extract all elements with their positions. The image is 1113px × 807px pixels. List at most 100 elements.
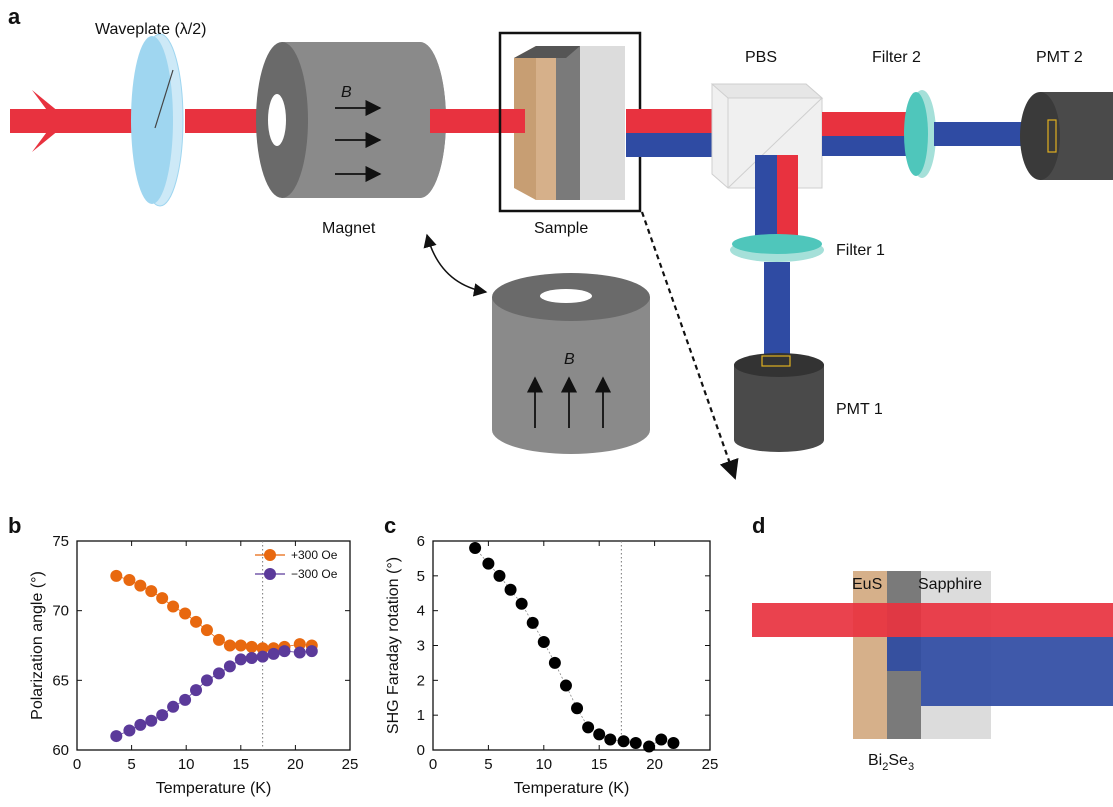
red-beam xyxy=(752,603,1113,637)
magnet-label: Magnet xyxy=(322,220,376,237)
y-tick-label: 4 xyxy=(417,603,425,620)
data-point xyxy=(134,579,147,592)
data-point xyxy=(200,624,213,637)
blue-beam-start xyxy=(887,637,921,671)
waveplate-label: Waveplate (λ/2) xyxy=(95,21,206,38)
input-beam xyxy=(10,90,155,152)
x-tick-label: 25 xyxy=(342,756,359,773)
magnet-horizontal: B Magnet xyxy=(256,42,446,237)
y-tick-label: 6 xyxy=(417,533,425,550)
eus-label: EuS xyxy=(852,576,882,593)
beam-segment xyxy=(430,109,525,133)
rotate-arrow xyxy=(423,233,488,297)
data-point xyxy=(234,653,247,666)
legend-marker xyxy=(264,568,276,580)
data-point xyxy=(493,569,506,582)
y-tick-label: 75 xyxy=(52,533,69,550)
panel-b-chart: b 0 5 10 15 20 25 60 65 70 75 Temperature (K) Polar… xyxy=(8,513,358,797)
panel-label-b: b xyxy=(8,513,21,538)
y-axis-label: SHG Faraday rotation (°) xyxy=(385,557,402,734)
magnet-vertical: B xyxy=(492,273,650,454)
data-point xyxy=(305,645,318,658)
beam-segment xyxy=(626,133,723,157)
pmt-1: PMT 1 xyxy=(734,353,883,452)
filter-1: Filter 1 xyxy=(730,234,885,262)
eus-layer xyxy=(853,571,887,739)
panel-d-layer-diagram: d EuS Sapphire Bi2Se3 xyxy=(752,513,1113,773)
x-tick-label: 20 xyxy=(287,756,304,773)
y-tick-label: 2 xyxy=(417,672,425,689)
x-tick-label: 10 xyxy=(178,756,195,773)
plot-frame xyxy=(76,540,351,751)
waveplate: Waveplate (λ/2) xyxy=(95,21,206,207)
pmt-2: PMT 2 xyxy=(1020,49,1113,180)
data-point xyxy=(482,557,495,570)
data-point xyxy=(245,652,258,665)
data-point xyxy=(469,541,482,554)
sapphire-label: Sapphire xyxy=(918,576,982,593)
x-axis-label: Temperature (K) xyxy=(156,780,272,797)
beam-segment xyxy=(185,109,265,133)
data-point xyxy=(190,684,203,697)
data-point xyxy=(123,574,136,587)
data-point xyxy=(179,607,192,620)
panel-label-c: c xyxy=(384,513,396,538)
filter2-label: Filter 2 xyxy=(872,49,921,66)
data-point xyxy=(212,633,225,646)
x-tick-label: 5 xyxy=(484,756,492,773)
data-point xyxy=(110,569,123,582)
data-point xyxy=(256,650,269,663)
data-point xyxy=(256,642,269,655)
x-axis-label: Temperature (K) xyxy=(514,780,630,797)
data-point xyxy=(212,667,225,680)
data-point xyxy=(629,737,642,750)
pmt2-label: PMT 2 xyxy=(1036,49,1083,66)
y-axis-label: Polarization angle (°) xyxy=(29,571,46,720)
data-point xyxy=(504,583,517,596)
legend-marker xyxy=(264,549,276,561)
panel-c-chart: c 0 5 10 15 20 25 0 1 2 3 4 5 6 Temperature (K) SHG Fa… xyxy=(384,513,718,797)
bi2se3-label: Bi2Se3 xyxy=(868,752,914,773)
field-label-vertical: B xyxy=(564,351,575,368)
data-point xyxy=(179,693,192,706)
y-tick-label: 60 xyxy=(52,742,69,759)
y-tick-label: 3 xyxy=(417,638,425,655)
x-tick-label: 25 xyxy=(702,756,719,773)
x-tick-label: 0 xyxy=(429,756,437,773)
pmt1-label: PMT 1 xyxy=(836,401,883,418)
panel-label-d: d xyxy=(752,513,765,538)
sample-label: Sample xyxy=(534,220,588,237)
data-point xyxy=(617,735,630,748)
y-tick-label: 65 xyxy=(52,672,69,689)
data-point xyxy=(537,636,550,649)
data-point xyxy=(134,718,147,731)
data-point xyxy=(156,709,169,722)
data-point xyxy=(604,733,617,746)
x-tick-label: 15 xyxy=(591,756,608,773)
x-tick-label: 15 xyxy=(232,756,249,773)
data-point xyxy=(526,616,539,629)
y-tick-label: 0 xyxy=(417,742,425,759)
data-point xyxy=(571,702,584,715)
data-point xyxy=(223,639,236,652)
data-point xyxy=(145,714,158,727)
data-point xyxy=(223,660,236,673)
data-point xyxy=(515,597,528,610)
data-point xyxy=(156,592,169,605)
beam-segment xyxy=(626,109,723,133)
data-point xyxy=(278,645,291,658)
data-point xyxy=(582,721,595,734)
data-point xyxy=(293,646,306,659)
zoom-arrow xyxy=(640,211,739,480)
data-point xyxy=(559,679,572,692)
data-point xyxy=(200,674,213,687)
x-tick-label: 10 xyxy=(535,756,552,773)
legend-label: −300 Oe xyxy=(291,567,338,581)
blue-beam xyxy=(921,637,1113,706)
data-point xyxy=(110,730,123,743)
data-point xyxy=(548,656,561,669)
data-point xyxy=(667,737,680,750)
beam-segment xyxy=(755,155,777,251)
data-point xyxy=(234,639,247,652)
